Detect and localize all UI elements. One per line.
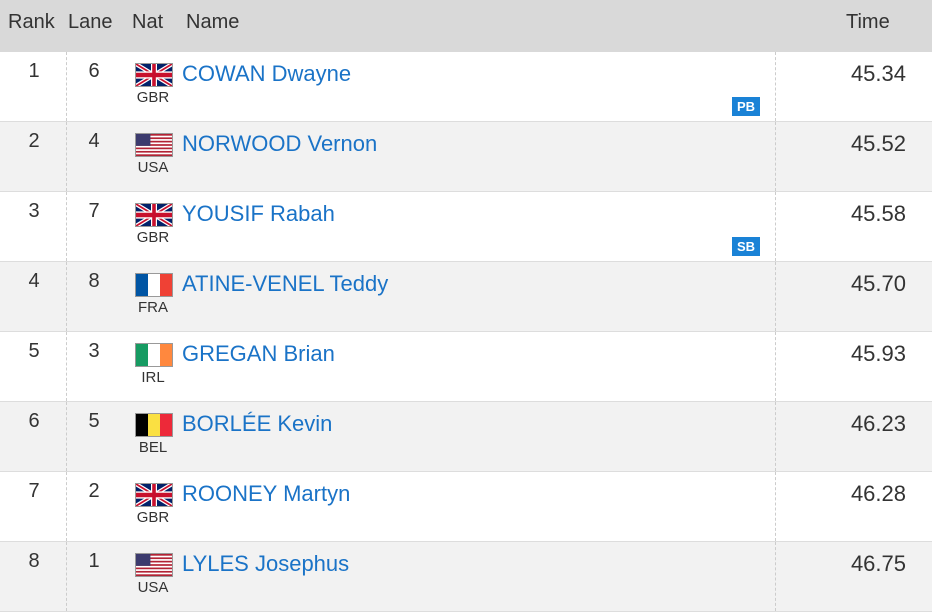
column-header-time[interactable]: Time <box>846 11 890 33</box>
column-divider <box>66 402 67 471</box>
column-divider <box>66 542 67 611</box>
lane-cell: 7 <box>88 200 100 222</box>
irl-flag-icon <box>135 343 173 367</box>
column-header-name[interactable]: Name <box>186 11 240 33</box>
gbr-flag-icon <box>135 63 173 87</box>
table-row: 1 6 GBR COWAN Dwayne PB 45.34 <box>0 52 932 122</box>
rank-cell: 8 <box>28 550 40 572</box>
column-header-rank[interactable]: Rank <box>8 11 55 33</box>
column-divider <box>775 52 776 121</box>
column-divider <box>775 472 776 541</box>
column-divider <box>66 332 67 401</box>
rank-cell: 4 <box>28 270 40 292</box>
time-cell: 45.70 <box>850 271 906 296</box>
table-row: 8 1 USA LYLES Josephus 46.75 <box>0 542 932 612</box>
rank-cell: 3 <box>28 200 40 222</box>
nat-code: GBR <box>136 509 170 526</box>
gbr-flag-icon <box>135 203 173 227</box>
nat-code: FRA <box>138 299 168 316</box>
record-badge: SB <box>732 237 760 256</box>
nat-code: GBR <box>136 89 170 106</box>
table-row: 4 8 FRA ATINE-VENEL Teddy 45.70 <box>0 262 932 332</box>
bel-flag-icon <box>135 413 173 437</box>
nat-code: USA <box>137 579 169 596</box>
column-divider <box>66 192 67 261</box>
table-row: 2 4 USA NORWOOD Vernon 45.52 <box>0 122 932 192</box>
lane-cell: 2 <box>88 480 100 502</box>
athlete-name-link[interactable]: BORLÉE Kevin <box>182 411 333 436</box>
gbr-flag-icon <box>135 483 173 507</box>
nat-code: IRL <box>141 369 165 386</box>
nat-code: USA <box>137 159 169 176</box>
athlete-name-link[interactable]: GREGAN Brian <box>182 341 335 366</box>
lane-cell: 5 <box>88 410 100 432</box>
usa-flag-icon <box>135 133 173 157</box>
lane-cell: 6 <box>88 60 100 82</box>
column-divider <box>775 542 776 611</box>
column-divider <box>66 122 67 191</box>
lane-cell: 4 <box>88 130 100 152</box>
table-header: Rank Lane Nat Name Time <box>0 0 932 52</box>
time-cell: 46.28 <box>850 481 906 506</box>
column-divider <box>66 262 67 331</box>
table-row: 7 2 GBR ROONEY Martyn 46.28 <box>0 472 932 542</box>
time-cell: 45.93 <box>850 341 906 366</box>
rank-cell: 7 <box>28 480 40 502</box>
athlete-name-link[interactable]: COWAN Dwayne <box>182 61 352 86</box>
athlete-name-link[interactable]: YOUSIF Rabah <box>182 201 335 226</box>
time-cell: 46.75 <box>850 551 906 576</box>
nat-code: GBR <box>136 229 170 246</box>
rank-cell: 6 <box>28 410 40 432</box>
lane-cell: 8 <box>88 270 100 292</box>
athlete-name-link[interactable]: NORWOOD Vernon <box>182 131 378 156</box>
table-row: 6 5 BEL BORLÉE Kevin 46.23 <box>0 402 932 472</box>
athlete-name-link[interactable]: LYLES Josephus <box>182 551 350 576</box>
column-divider <box>775 262 776 331</box>
lane-cell: 3 <box>88 340 100 362</box>
time-cell: 45.52 <box>850 131 906 156</box>
record-badge: PB <box>732 97 760 116</box>
column-divider <box>775 402 776 471</box>
column-divider <box>775 122 776 191</box>
rank-cell: 1 <box>28 60 40 82</box>
column-divider <box>775 192 776 261</box>
athlete-name-link[interactable]: ROONEY Martyn <box>182 481 351 506</box>
time-cell: 45.58 <box>850 201 906 226</box>
column-header-nat[interactable]: Nat <box>132 11 164 33</box>
column-divider <box>66 472 67 541</box>
lane-cell: 1 <box>88 550 100 572</box>
athlete-name-link[interactable]: ATINE-VENEL Teddy <box>182 271 389 296</box>
rank-cell: 2 <box>28 130 40 152</box>
rank-cell: 5 <box>28 340 40 362</box>
table-row: 5 3 IRL GREGAN Brian 45.93 <box>0 332 932 402</box>
usa-flag-icon <box>135 553 173 577</box>
column-divider <box>66 52 67 121</box>
table-row: 3 7 GBR YOUSIF Rabah SB 45.58 <box>0 192 932 262</box>
nat-code: BEL <box>138 439 168 456</box>
time-cell: 46.23 <box>850 411 906 436</box>
fra-flag-icon <box>135 273 173 297</box>
column-header-lane[interactable]: Lane <box>68 11 113 33</box>
time-cell: 45.34 <box>850 61 906 86</box>
column-divider <box>775 332 776 401</box>
